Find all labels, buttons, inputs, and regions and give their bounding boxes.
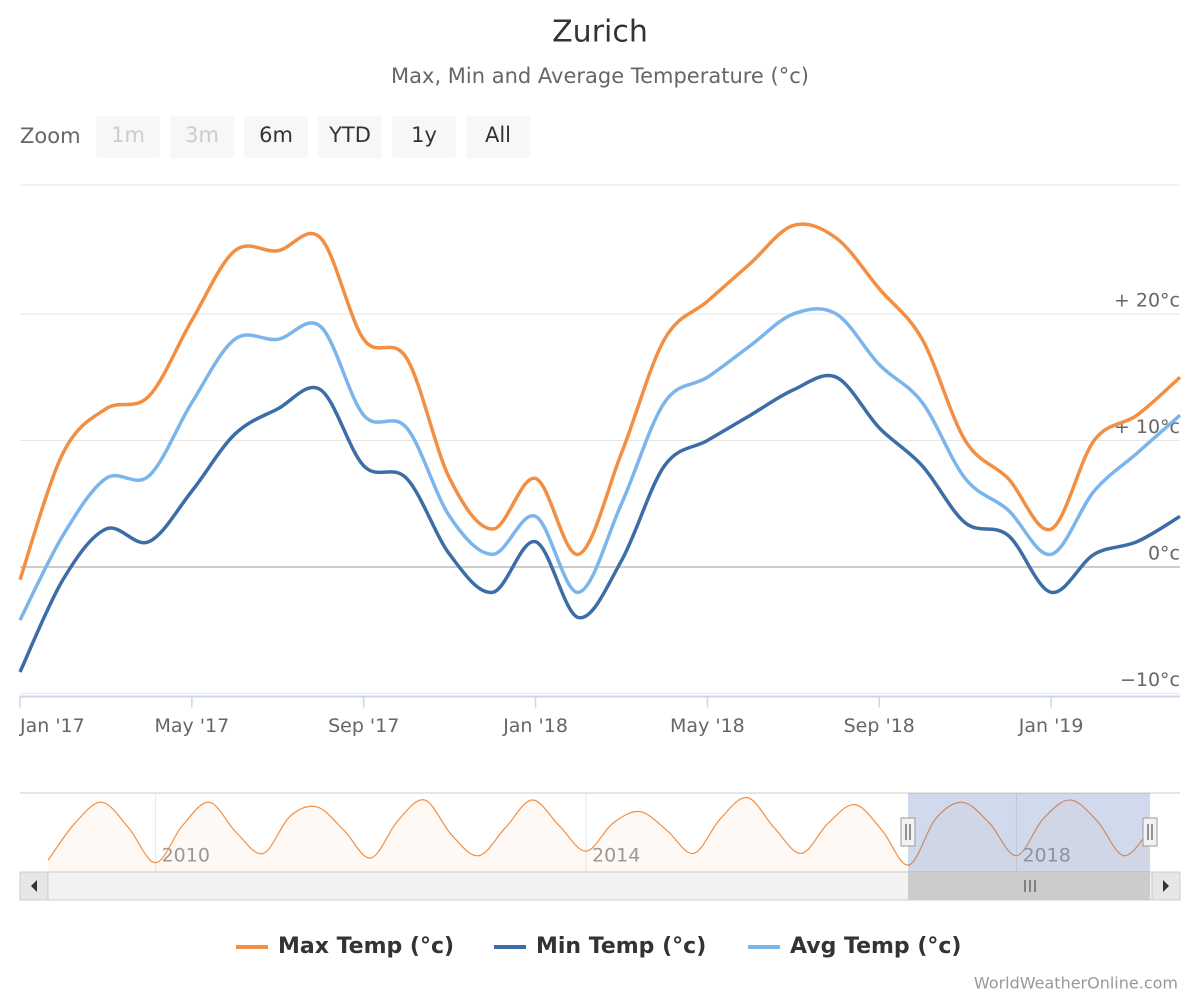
navigator-tick-label: 2014	[592, 845, 640, 867]
legend-label[interactable]: Max Temp (°c)	[278, 934, 454, 959]
handle-grip	[905, 824, 911, 840]
legend-label[interactable]: Min Temp (°c)	[536, 934, 706, 959]
arrow-right	[1163, 880, 1169, 892]
x-tick-label: Jan '17	[19, 715, 85, 737]
zoom-button-label: 3m	[185, 123, 219, 147]
zoom-button[interactable]	[466, 116, 530, 158]
handle-grip	[1147, 824, 1153, 840]
series-line	[18, 373, 1181, 673]
x-tick-label: Sep '18	[844, 715, 915, 737]
y-tick-label: −10°c	[1120, 669, 1180, 691]
x-tick-label: Sep '17	[328, 715, 399, 737]
series-line	[18, 307, 1182, 621]
zoom-button[interactable]	[244, 116, 308, 158]
x-tick-label: May '18	[670, 715, 745, 737]
arrow-left	[31, 880, 37, 892]
series-line	[18, 222, 1182, 581]
zoom-button-label: 1m	[111, 123, 145, 147]
legend-label[interactable]: Avg Temp (°c)	[790, 934, 961, 959]
scrollbar-thumb[interactable]	[908, 872, 1150, 900]
navigator-selection[interactable]	[908, 793, 1150, 872]
zoom-button-label: All	[485, 123, 511, 147]
zoom-label: Zoom	[20, 124, 81, 148]
zoom-button[interactable]	[318, 116, 382, 158]
navigator-handle[interactable]	[900, 817, 916, 847]
zoom-button-label: 1y	[411, 123, 437, 147]
chart-title: Zurich	[552, 15, 648, 50]
zoom-button-label: 6m	[259, 123, 293, 147]
y-tick-label: + 20°c	[1114, 290, 1180, 312]
zoom-button	[170, 116, 234, 158]
navigator-tick-label: 2018	[1022, 845, 1070, 867]
chart-subtitle: Max, Min and Average Temperature (°c)	[391, 64, 809, 88]
x-tick-label: Jan '18	[502, 715, 568, 737]
x-tick-label: Jan '19	[1018, 715, 1084, 737]
scrollbar-grip	[1024, 880, 1036, 892]
y-tick-label: + 10°c	[1114, 416, 1180, 438]
navigator-area	[47, 797, 1151, 872]
navigator-line	[47, 797, 1152, 866]
y-tick-label: 0°c	[1148, 543, 1180, 565]
zoom-button-label: YTD	[328, 123, 371, 147]
x-tick-label: May '17	[154, 715, 229, 737]
navigator-tick-label: 2010	[162, 845, 210, 867]
zoom-button[interactable]	[392, 116, 456, 158]
zoom-button	[96, 116, 160, 158]
credits[interactable]: WorldWeatherOnline.com	[974, 974, 1178, 993]
navigator-handle[interactable]	[1142, 817, 1158, 847]
